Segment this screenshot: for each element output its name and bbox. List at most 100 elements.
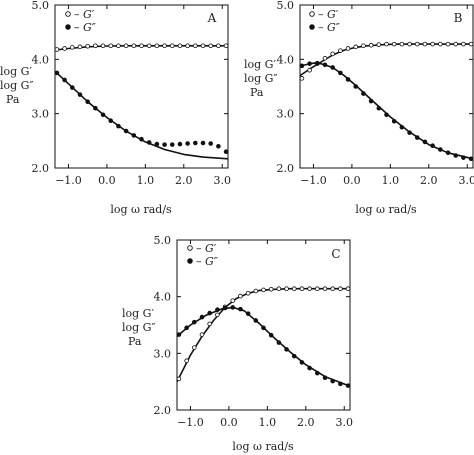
panel-a-gdoubleprime-point (116, 123, 121, 129)
panel-b-gprime-point (414, 41, 420, 47)
panel-c-gdoubleprime-point (230, 305, 236, 310)
panel-b-gprime-point (422, 41, 428, 47)
panel-a-gprime-point (123, 43, 129, 49)
panel-c-frame (176, 239, 351, 411)
panel-c-xtick-label: 3.0 (335, 416, 353, 429)
panel-a-gprime-point (85, 43, 90, 49)
panel-b-xtick-label: 1.0 (382, 174, 400, 187)
panel-b-gprime-point (468, 41, 474, 47)
panel-a-label: A (207, 11, 217, 25)
panel-a-gdoubleprime-point (223, 149, 229, 155)
panel-a-legend-gprime: – G′ (74, 8, 95, 21)
panel-b-ylabel-line1: log G′ (244, 58, 276, 71)
panel-c-gdoubleprime-point (192, 319, 197, 325)
panel-b-gdoubleprime-point (414, 135, 420, 140)
panel-c: C −1.0 0.0 1.0 2.0 3.0 2.0 3.0 4.0 5.0 – G′ – G″… (122, 234, 353, 453)
panel-b-gprime-point (299, 76, 305, 81)
panel-a-legend: – G′ – G″ (65, 8, 97, 34)
panel-b-gdoubleprime-point (307, 61, 312, 66)
panel-c-gdoubleprime-point (176, 332, 182, 337)
panel-b-xtick-label: −1.0 (300, 174, 327, 187)
panel-a-gdoubleprime-point (85, 99, 90, 105)
panel-c-xtick-label: 1.0 (259, 416, 277, 429)
panel-a-xlabel: log ω rad/s (110, 203, 172, 216)
panel-a-xtick-label: −1.0 (55, 174, 82, 187)
panel-b-gdoubleprime-point (361, 91, 366, 96)
panel-b-label: B (454, 11, 463, 25)
panel-a-gprime-point (162, 43, 167, 49)
panel-c-gdoubleprime-fit-line (176, 306, 351, 387)
panel-a-ytick-label: 5.0 (32, 0, 50, 12)
panel-a-legend-open-marker (65, 11, 71, 17)
panel-c-ytick-label: 5.0 (154, 234, 172, 247)
panel-c-ylabel-line2: log G″ (122, 321, 156, 334)
panel-c-gprime-point (176, 376, 182, 382)
panel-c-gdoubleprime-point (315, 370, 320, 376)
panel-a-gdoubleprime-point (146, 140, 152, 145)
panel-c-gdoubleprime-point (207, 310, 212, 316)
panel-b-gdoubleprime-point (322, 62, 328, 68)
panel-c-gprime-point (238, 293, 243, 299)
panel-a-gprime-point (146, 43, 152, 49)
panel-a-gprime-point (169, 43, 175, 49)
panel-c-gprime-point (268, 286, 274, 292)
panel-a-legend-filled-marker (65, 24, 71, 30)
panel-a-ytick-label: 2.0 (32, 162, 50, 175)
panel-b-gprime-point (361, 43, 366, 49)
panel-b-gdoubleprime-point (368, 98, 374, 104)
panel-c-gdoubleprime-point (299, 360, 305, 365)
panel-c-gdoubleprime-point (345, 383, 351, 388)
panel-c-gdoubleprime-point (322, 375, 328, 381)
panel-a-gprime-point (216, 43, 221, 49)
panel-b-gdoubleprime-point (407, 130, 412, 135)
panel-c-legend: – G′ – G″ (187, 242, 219, 268)
panel-c-gprime-point (261, 287, 266, 293)
panel-a-gprime-point (100, 43, 106, 49)
panel-b-gprime-point (445, 41, 451, 47)
panel-a-gprime-point (208, 43, 214, 49)
panel-a-gprime-point (185, 43, 190, 49)
panel-b-legend-open-marker (309, 11, 315, 17)
panel-c-gdoubleprime-point (330, 378, 336, 384)
panel-c-gdoubleprime-point (261, 325, 266, 331)
panel-a-gdoubleprime-point (62, 77, 67, 83)
panel-b-gprime-point (353, 44, 359, 50)
panel-c-legend-open-marker (187, 245, 193, 251)
panel-a-gdoubleprime-point (123, 128, 129, 134)
panel-b-gprime-point (345, 46, 351, 51)
panel-c-legend-gprime: – G′ (196, 242, 217, 255)
panel-a-gprime-point (77, 44, 83, 50)
panel-c-gprime-point (230, 298, 236, 303)
panel-b-xtick-label: 0.0 (343, 174, 361, 187)
panel-a-gdoubleprime-point (108, 118, 114, 124)
panel-b-gdoubleprime-point (391, 118, 397, 124)
panel-a-gdoubleprime-point (208, 141, 214, 146)
panel-a-gdoubleprime-point (100, 112, 106, 118)
panel-b-gprime-point (330, 51, 335, 57)
panel-c-ylabel-line3: Pa (128, 335, 142, 348)
panel-c-gprime-point (315, 286, 320, 292)
panel-c-gprime-point (184, 358, 189, 364)
panel-a-ylabel-line2: log G″ (0, 79, 34, 92)
panel-a-gprime-point (54, 47, 60, 52)
panel-c-ytick-label: 4.0 (154, 291, 172, 304)
panel-a-gprime-point (177, 43, 183, 49)
panel-a-gdoubleprime-point (139, 136, 144, 142)
panel-b-gdoubleprime-point (345, 77, 351, 82)
panel-a-gdoubleprime-point (216, 143, 221, 149)
panel-c-ylabel-line1: log G′ (122, 307, 154, 320)
panel-a-gprime-point (62, 46, 67, 51)
panel-c-gdoubleprime-point (284, 347, 289, 352)
panel-b-gdoubleprime-point (461, 155, 466, 160)
panel-c-gdoubleprime-point (222, 305, 228, 311)
panel-a-gprime-point (200, 43, 206, 49)
panel-a-gdoubleprime-point (177, 141, 183, 147)
panel-b-gdoubleprime-point (453, 153, 459, 158)
panel-b-gprime-point (391, 41, 397, 47)
panel-a-gprime-point (193, 43, 198, 49)
panel-b-gdoubleprime-point (376, 105, 382, 111)
panel-a-legend-gdoubleprime: – G″ (74, 21, 97, 34)
panel-a-gdoubleprime-point (154, 141, 160, 147)
panel-b-gprime-point (307, 67, 312, 73)
panel-b-gprime-point (407, 41, 412, 47)
